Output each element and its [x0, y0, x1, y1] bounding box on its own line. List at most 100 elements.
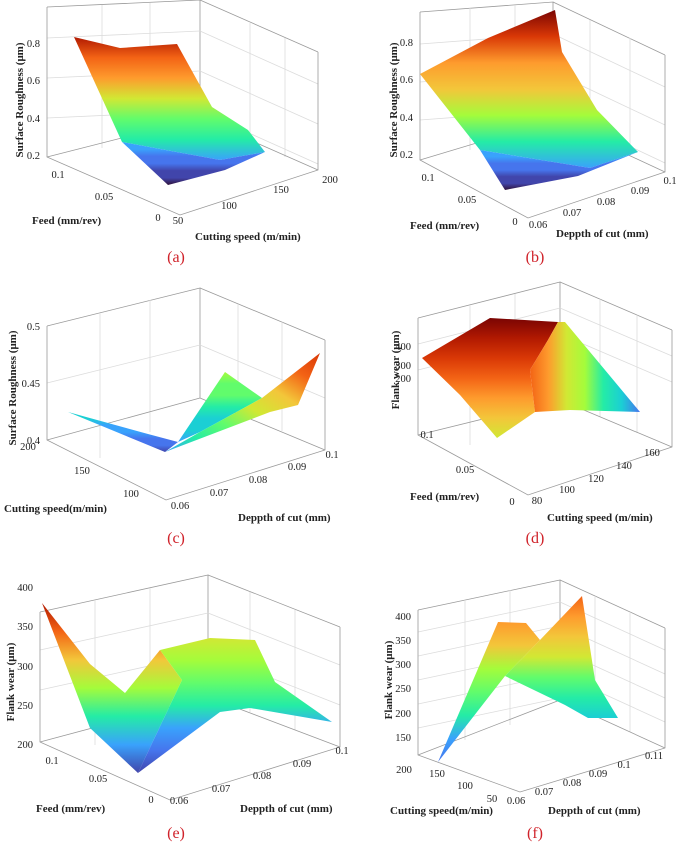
panel-d-ytick-0: 80: [532, 496, 543, 507]
panel-e-zlabel: Flank wear (μm): [5, 642, 17, 721]
panel-d-ztick-0: 200: [395, 374, 411, 385]
panel-b-surface-front: [480, 150, 638, 190]
panel-d-ztick-2: 400: [395, 342, 411, 353]
panel-e-ztick-0: 200: [17, 740, 33, 751]
panel-f-ztick-1: 200: [395, 709, 411, 720]
panel-d-surface-main: [422, 318, 558, 438]
panel-b-ytick-0: 0.06: [529, 220, 547, 231]
panel-b-ztick-1: 0.4: [400, 113, 414, 124]
panel-b-ztick-0: 0.2: [400, 150, 413, 161]
panel-f-xtick-0: 50: [487, 794, 498, 805]
panel-d-ytick-1: 100: [559, 485, 575, 496]
panel-c: 0.4 0.45 0.5 100 150 200 0.06 0.07 0.08 …: [4, 287, 339, 547]
panel-f-ytick-5: 0.11: [645, 751, 663, 762]
panel-b-xtick-2: 0.1: [421, 173, 434, 184]
panel-b-surface-back: [420, 10, 638, 168]
panel-d-xtick-0: 0: [509, 497, 514, 508]
panel-c-ytick-0: 0.06: [171, 501, 189, 512]
panel-c-ztick-0: 0.4: [27, 436, 41, 447]
panel-c-caption: (c): [167, 530, 185, 547]
panel-f-zlabel: Flank wear (μm): [383, 640, 395, 719]
panel-b: 0.2 0.4 0.6 0.8 0 0.05 0.1 0.06 0.07 0.0…: [388, 1, 677, 266]
panel-b-xtick-0: 0: [512, 217, 517, 228]
panel-c-surface-left: [68, 412, 178, 452]
panel-d-ztick-1: 300: [395, 361, 411, 372]
panel-f-surface-left: [438, 622, 540, 762]
panel-a-ztick-2: 0.6: [27, 76, 40, 87]
panel-f-xtick-1: 100: [457, 781, 473, 792]
panel-f-surface-right: [505, 596, 618, 718]
panel-e-ztick-3: 350: [17, 622, 33, 633]
panel-c-box: [46, 287, 326, 501]
panel-e-ytick-2: 0.08: [253, 771, 271, 782]
panel-c-ztick-2: 0.5: [27, 322, 40, 333]
panel-c-xlabel: Cutting speed(m/min): [4, 503, 107, 515]
panel-f-caption: (f): [527, 825, 543, 842]
panel-a-xtick-0: 0: [155, 213, 160, 224]
panel-a: 0.2 0.4 0.6 0.8 0 0.05 0.1 50 100 150 20…: [14, 0, 338, 266]
panel-b-ytick-1: 0.07: [563, 208, 581, 219]
panel-a-zlabel: Surface Roughness (μm): [14, 42, 26, 157]
panel-f-ytick-1: 0.07: [535, 787, 553, 798]
panel-e-ytick-4: 0.1: [335, 746, 348, 757]
panel-b-xtick-1: 0.05: [458, 195, 476, 206]
panel-a-ytick-3: 200: [322, 175, 338, 186]
panel-c-xtick-1: 150: [74, 466, 90, 477]
panel-c-ytick-1: 0.07: [210, 488, 228, 499]
panel-a-surface-front: [122, 142, 265, 185]
panel-f-ytick-2: 0.08: [563, 778, 581, 789]
panel-e-xlabel: Feed (mm/rev): [36, 803, 105, 815]
panel-e-xtick-1: 0.05: [89, 774, 107, 785]
panel-b-caption: (b): [526, 249, 545, 266]
panel-f-xlabel: Cutting speed(m/min): [390, 805, 493, 817]
panel-d-xtick-2: 0.1: [420, 430, 433, 441]
panel-c-ytick-3: 0.09: [288, 462, 306, 473]
panel-d: 200 300 400 0 0.05 0.1 80 100 120 140 16…: [390, 281, 673, 547]
panel-f-ytick-0: 0.06: [507, 796, 525, 807]
panel-c-zlabel: Surface Roughness (μm): [7, 330, 19, 445]
panel-f-ztick-2: 250: [395, 684, 411, 695]
panel-c-ylabel: Deppth of cut (mm): [238, 512, 331, 524]
panel-a-surface-back: [74, 37, 265, 160]
panel-a-ytick-1: 100: [221, 201, 237, 212]
panel-a-ylabel: Cutting speed (m/min): [195, 231, 301, 243]
panel-d-ylabel: Cutting speed (m/min): [547, 512, 653, 524]
panel-f-xtick-3: 200: [396, 765, 412, 776]
panel-f-ztick-3: 300: [395, 660, 411, 671]
panel-c-ytick-2: 0.08: [249, 475, 267, 486]
panel-d-ytick-3: 140: [616, 461, 632, 472]
panel-f-ytick-3: 0.09: [589, 769, 607, 780]
panel-b-ytick-3: 0.09: [631, 186, 649, 197]
panel-d-xlabel: Feed (mm/rev): [410, 491, 479, 503]
panel-a-ytick-2: 150: [273, 185, 289, 196]
panel-a-xtick-2: 0.1: [51, 170, 64, 181]
panel-e-ytick-0: 0.06: [170, 796, 188, 807]
panel-c-surface-ridge: [178, 372, 262, 442]
panel-b-xlabel: Feed (mm/rev): [410, 220, 479, 232]
panel-a-ztick-1: 0.4: [27, 114, 41, 125]
panel-e-ytick-3: 0.09: [293, 759, 311, 770]
panel-a-ztick-0: 0.2: [27, 151, 40, 162]
panel-c-xtick-0: 100: [123, 489, 139, 500]
panel-d-zlabel: Flank wear (μm): [390, 330, 402, 409]
panel-c-ytick-4: 0.1: [325, 450, 338, 461]
panel-e-surface-right: [138, 638, 332, 773]
panel-e-ztick-4: 400: [17, 583, 33, 594]
panel-d-surface-right: [530, 322, 640, 412]
panel-f-ztick-0: 150: [395, 733, 411, 744]
panel-e-surface-left: [42, 603, 182, 773]
panel-c-surface-right: [165, 353, 320, 452]
panel-a-ytick-0: 50: [173, 216, 184, 227]
panel-e-ztick-1: 250: [17, 701, 33, 712]
panel-f: 150 200 250 300 350 400 50 100 150 200 0…: [383, 579, 666, 842]
panel-b-ylabel: Deppth of cut (mm): [556, 228, 649, 240]
panel-d-xtick-1: 0.05: [456, 465, 474, 476]
panel-d-ytick-4: 160: [644, 448, 660, 459]
panel-e-ztick-2: 300: [17, 662, 33, 673]
panel-e-xtick-0: 0: [148, 795, 153, 806]
panel-d-caption: (d): [526, 530, 545, 547]
panel-b-ytick-4: 0.1: [663, 176, 676, 187]
panel-e-caption: (e): [167, 825, 185, 842]
panel-a-xlabel: Feed (mm/rev): [32, 215, 101, 227]
